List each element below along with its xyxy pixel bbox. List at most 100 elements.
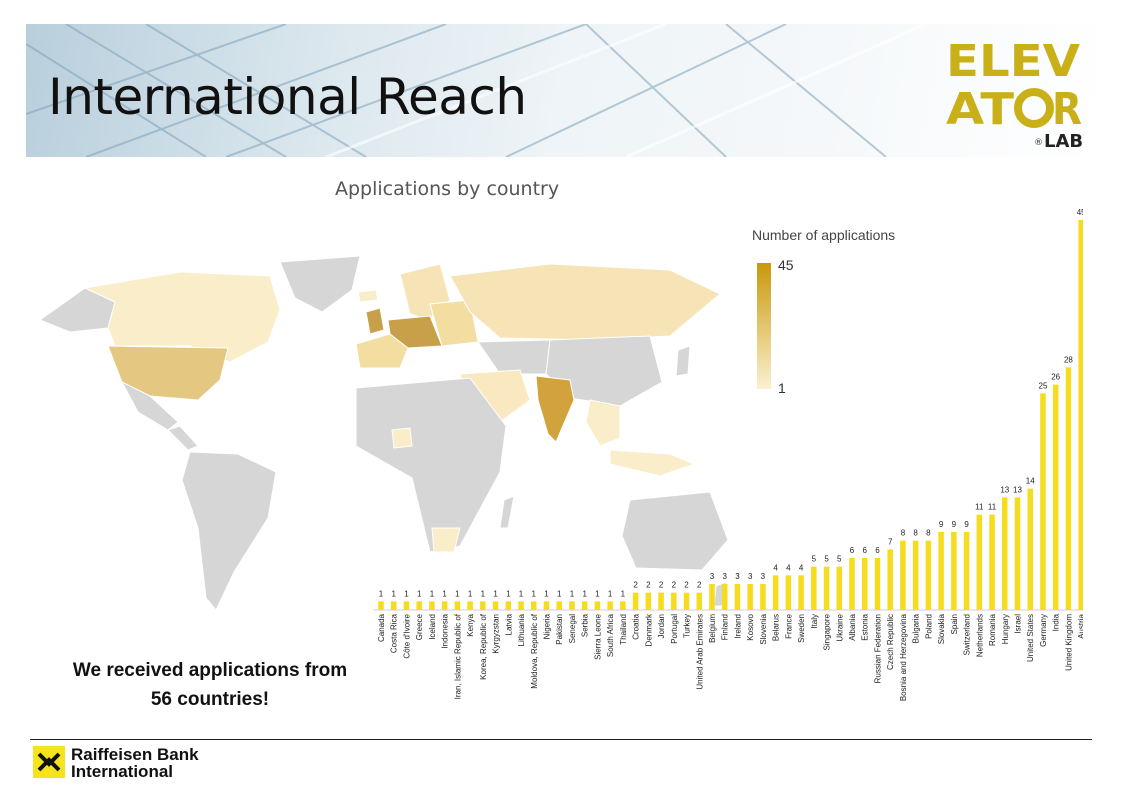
tick-label: Slovakia	[937, 613, 946, 644]
bar-value-label: 1	[493, 589, 498, 598]
bar-value-label: 1	[582, 589, 587, 598]
bar-value-label: 6	[875, 546, 880, 555]
footer-divider	[30, 739, 1092, 740]
bar-value-label: 3	[735, 572, 740, 581]
bar-value-label: 3	[748, 572, 753, 581]
tick-label: Ukraine	[835, 613, 844, 641]
logo-lab: LAB	[1044, 131, 1083, 150]
bar-value-label: 4	[799, 563, 804, 572]
tick-label: Bulgaria	[912, 613, 921, 643]
tick-label: Slovenia	[759, 613, 768, 644]
tick-label: Czech Republic	[886, 614, 895, 670]
bar-value-label: 1	[595, 589, 600, 598]
bar-value-label: 2	[633, 581, 638, 590]
bar-kyrgyzstan	[492, 601, 499, 610]
bar-value-label: 5	[837, 555, 842, 564]
bar-bosnia-and-herzegovina	[900, 540, 906, 610]
map-russia	[449, 263, 721, 341]
bar-france	[785, 575, 792, 610]
map-west-europe	[355, 333, 409, 369]
banner-background-graphic	[26, 24, 927, 157]
bar-value-label: 3	[761, 572, 766, 581]
map-nigeria	[391, 427, 413, 449]
logo-registered: ®	[1034, 138, 1043, 148]
tick-label: Israel	[1014, 614, 1023, 634]
tick-label: Switzerland	[963, 614, 972, 655]
tick-label: Albania	[848, 613, 857, 640]
bar-slovenia	[760, 584, 766, 610]
bar-value-label: 2	[697, 581, 702, 590]
bar-chart: 1 1 1 1 1 1 1 1 1 1 1 1 1 1 1 1 1 1 1 12 2 2 2 2 23 3 3 3 34 4 45 5 56 6 6…	[373, 208, 1083, 701]
bank-name-line-2: International	[71, 762, 174, 781]
map-australia	[621, 491, 729, 571]
bar-switzerland	[963, 532, 970, 610]
bar-korea-republic-of	[480, 601, 486, 610]
header-banner: International Reach	[26, 24, 1096, 157]
tick-label: United Kingdom	[1064, 614, 1073, 671]
bar-value-label: 9	[964, 520, 969, 529]
bar-bulgaria	[912, 540, 919, 610]
bar-value-label: 1	[379, 589, 384, 598]
tick-label: Sierra Leone	[593, 613, 602, 659]
tick-label: Greece	[415, 613, 424, 640]
tick-label: Portugal	[670, 614, 679, 644]
bar-value-label: 9	[952, 520, 957, 529]
tick-label: Pakistan	[555, 614, 564, 645]
bar-value-label: 25	[1039, 381, 1048, 390]
bar-value-label: 4	[773, 563, 778, 572]
legend-color-scale	[757, 263, 771, 389]
map-madagascar	[499, 495, 515, 529]
tick-label: Turkey	[683, 614, 692, 638]
logo-target-icon	[1014, 88, 1054, 128]
tick-label: Kyrgyzstan	[492, 614, 501, 654]
tick-label: Croatia	[632, 613, 641, 639]
bar-value-label: 28	[1064, 355, 1073, 364]
tick-label: Netherlands	[975, 614, 984, 657]
map-japan	[675, 345, 691, 377]
bar-costa-rica	[390, 601, 397, 610]
bar-spain	[951, 532, 957, 610]
bar-jordan	[658, 592, 664, 610]
tick-label: Canada	[377, 613, 386, 642]
bar-value-label: 8	[913, 529, 918, 538]
bar-value-label: 8	[926, 529, 931, 538]
bar-iran-islamic-republic-of	[454, 601, 461, 610]
bar-value-label: 1	[532, 589, 537, 598]
tick-label: Kenya	[466, 613, 475, 636]
map-central-europe	[387, 315, 443, 349]
bar-group	[378, 220, 1083, 610]
logo-line-3: R	[1052, 84, 1082, 135]
bar-value-label: 6	[850, 546, 855, 555]
tick-label: Nigeria	[542, 613, 551, 639]
tick-label: Serbia	[581, 613, 590, 637]
bar-value-label: 14	[1026, 477, 1035, 486]
value-label-group: 1 1 1 1 1 1 1 1 1 1 1 1 1 1 1 1 1 1 1 12 2 2 2 2 23 3 3 3 34 4 45 5 56 6 6…	[379, 208, 1083, 598]
tick-label: Austria	[1077, 613, 1083, 638]
bar-austria	[1078, 220, 1083, 610]
bar-value-label: 1	[404, 589, 409, 598]
bar-greece	[416, 601, 422, 610]
tick-label: Moldova, Republic of	[530, 613, 539, 688]
map-indonesia	[609, 449, 696, 477]
bar-israel	[1014, 497, 1021, 610]
bar-value-label: 1	[442, 589, 447, 598]
bank-name-line-1: Raiffeisen Bank	[71, 745, 199, 764]
tick-label: Jordan	[657, 614, 666, 638]
bar-estonia	[861, 558, 868, 610]
bar-italy	[811, 566, 817, 610]
bar-value-label: 2	[646, 581, 651, 590]
tick-label: Côte d'Ivoire	[402, 613, 411, 658]
tick-label: Costa Rica	[390, 613, 399, 653]
bar-singapore	[823, 566, 830, 610]
map-india	[535, 375, 575, 443]
tick-label: Italy	[810, 614, 819, 629]
bar-iceland	[429, 601, 435, 610]
tick-label-group: Canada Costa Rica Côte d'Ivoire Greece Icela…	[377, 613, 1083, 701]
tick-label: Senegal	[568, 614, 577, 644]
tick-label: Iran, Islamic Republic of	[453, 613, 462, 699]
bar-portugal	[671, 592, 677, 610]
bar-russian-federation	[874, 558, 881, 610]
bar-denmark	[645, 592, 652, 610]
tick-label: France	[784, 613, 793, 638]
legend-min-label: 1	[778, 380, 786, 396]
